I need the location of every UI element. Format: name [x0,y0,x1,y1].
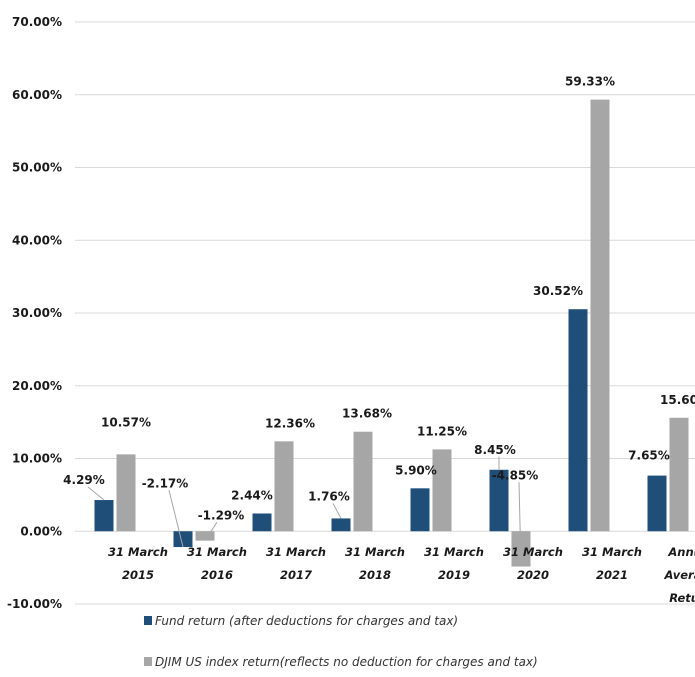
label-leader-line [204,521,218,541]
data-label-djim: 13.68% [342,407,392,421]
data-labels: 4.29% -2.17% 2.44% 1.76% 5.90% 8.45% 30.52% 7.6… [63,75,695,523]
bar-fund-return [173,531,193,548]
label-leader-lines [87,456,522,567]
bars [94,99,689,567]
data-label-djim: -4.85% [492,468,539,482]
x-category-label: Annual [667,545,695,559]
data-label-djim: 12.36% [265,416,315,430]
y-tick-label: 10.00% [12,452,62,466]
y-tick-label: 60.00% [12,88,62,102]
y-tick-label: -10.00% [7,597,62,611]
bar-fund-return [647,475,667,532]
x-category-label: 2020 [517,568,549,582]
bar-djim-index-return [116,454,136,532]
bar-djim-index-return [195,531,215,541]
label-leader-line [87,486,105,501]
legend: Fund return (after deductions for charge… [144,614,538,669]
gridlines [75,21,695,605]
y-axis-ticks: 70.00% 60.00% 50.00% 40.00% 30.00% 20.00% 10.0… [7,15,62,611]
y-tick-label: 20.00% [12,379,62,393]
x-category-label: Average [663,568,695,582]
bar-djim-index-return [353,431,373,532]
bar-djim-index-return [274,441,294,532]
data-label-fund: 1.76% [308,489,350,503]
x-axis-categories: 31 March 2015 31 March 2016 31 March 2017 31 M… [108,545,695,605]
x-category-label: 31 March [582,545,642,559]
bar-djim-index-return [590,99,610,532]
x-category-label: 2018 [359,568,391,582]
x-category-label: 31 March [345,545,405,559]
data-label-fund: 5.90% [395,463,437,477]
x-category-label: 2016 [201,568,233,582]
x-category-label: 2019 [438,568,470,582]
data-label-fund: 7.65% [628,449,670,463]
data-label-djim: 10.57% [101,415,151,429]
y-tick-label: 50.00% [12,161,62,175]
x-category-label: 2021 [596,568,628,582]
x-category-label: Return [669,591,695,605]
legend-label: Fund return (after deductions for charge… [155,614,458,628]
bar-fund-return [252,513,272,532]
data-label-djim: 11.25% [417,424,467,438]
label-leader-line [332,503,342,519]
bar-djim-index-return [432,449,452,532]
data-label-fund: 2.44% [231,488,273,502]
x-category-label: 2015 [122,568,154,582]
legend-swatch [144,657,152,666]
bar-fund-return [568,309,588,532]
data-label-fund: 4.29% [63,473,105,487]
bar-djim-index-return [669,417,689,532]
data-label-fund: 8.45% [474,443,516,457]
legend-label: DJIM US index return(reflects no deducti… [155,655,538,669]
data-label-fund: 30.52% [533,284,583,298]
bar-fund-return [94,500,114,532]
y-tick-label: 70.00% [12,15,62,29]
legend-swatch [144,616,152,625]
data-label-fund: -2.17% [142,476,189,490]
label-leader-line [518,482,522,567]
bar-fund-return [410,488,430,532]
y-tick-label: 40.00% [12,233,62,247]
x-category-label: 31 March [187,545,247,559]
x-category-label: 31 March [424,545,484,559]
data-label-djim: 15.60% [660,393,695,407]
y-tick-label: 30.00% [12,306,62,320]
data-label-djim: -1.29% [198,508,245,522]
bar-fund-return [331,518,351,532]
x-category-label: 2017 [280,568,312,582]
label-leader-line [168,490,184,548]
x-category-label: 31 March [266,545,326,559]
x-category-label: 31 March [108,545,168,559]
bar-fund-return [489,469,509,532]
y-tick-label: 0.00% [20,524,62,538]
x-category-label: 31 March [503,545,563,559]
data-label-djim: 59.33% [565,75,615,89]
